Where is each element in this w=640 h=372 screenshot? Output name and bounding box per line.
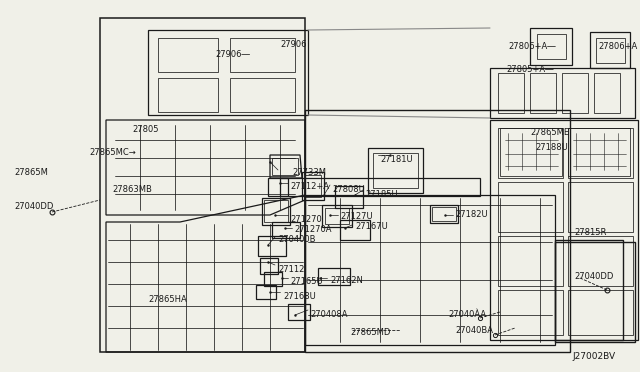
Text: 27188U: 27188U bbox=[535, 143, 568, 152]
Text: 27165U: 27165U bbox=[290, 277, 323, 286]
Text: 27040DD: 27040DD bbox=[574, 272, 613, 281]
Text: 27865M: 27865M bbox=[14, 168, 48, 177]
Text: 27906―: 27906― bbox=[215, 50, 250, 59]
Bar bbox=[272, 158, 298, 175]
Bar bbox=[258, 236, 286, 256]
Text: 27906: 27906 bbox=[280, 40, 307, 49]
Bar bbox=[555, 240, 623, 340]
Text: 27865ME: 27865ME bbox=[530, 128, 569, 137]
Text: 27805: 27805 bbox=[132, 125, 159, 134]
Text: 27865HA: 27865HA bbox=[148, 295, 187, 304]
Bar bbox=[335, 186, 363, 208]
Text: 27808U: 27808U bbox=[332, 185, 365, 194]
Text: 27040ÀA: 27040ÀA bbox=[448, 310, 486, 319]
Text: 27806+A: 27806+A bbox=[598, 42, 637, 51]
Bar bbox=[498, 128, 563, 178]
Bar bbox=[500, 128, 562, 176]
Text: J27002BV: J27002BV bbox=[572, 352, 615, 361]
Text: 27040DD: 27040DD bbox=[14, 202, 53, 211]
Text: 27815R: 27815R bbox=[574, 228, 606, 237]
Text: 27127U: 27127U bbox=[340, 212, 372, 221]
Text: 27733M: 27733M bbox=[292, 168, 326, 177]
Text: 27182U: 27182U bbox=[455, 210, 488, 219]
Bar bbox=[264, 200, 288, 222]
Bar bbox=[100, 18, 305, 352]
Bar bbox=[288, 304, 310, 320]
Text: 27112+A: 27112+A bbox=[290, 182, 329, 191]
Bar bbox=[268, 178, 288, 196]
Bar bbox=[498, 236, 563, 286]
Bar bbox=[368, 148, 423, 193]
Text: 270400B: 270400B bbox=[278, 235, 316, 244]
Bar bbox=[568, 290, 633, 335]
Bar bbox=[260, 258, 278, 274]
Text: 271270: 271270 bbox=[290, 215, 322, 224]
Bar bbox=[302, 172, 324, 200]
Text: 27040BA: 27040BA bbox=[455, 326, 493, 335]
Bar bbox=[305, 175, 321, 197]
Bar bbox=[256, 285, 276, 299]
Bar bbox=[498, 290, 563, 335]
Text: 27863MB: 27863MB bbox=[112, 185, 152, 194]
Text: 27806+A―: 27806+A― bbox=[508, 42, 556, 51]
Bar bbox=[568, 236, 633, 286]
Bar bbox=[340, 220, 370, 240]
Bar bbox=[568, 182, 633, 232]
Text: 27167U: 27167U bbox=[355, 222, 388, 231]
Bar bbox=[325, 208, 349, 224]
Text: 27865MC→: 27865MC→ bbox=[89, 148, 136, 157]
Text: 27181U: 27181U bbox=[380, 155, 413, 164]
Text: 27112: 27112 bbox=[278, 265, 305, 274]
Bar bbox=[568, 128, 633, 178]
Bar bbox=[498, 182, 563, 232]
Bar bbox=[432, 207, 456, 221]
Bar bbox=[555, 242, 635, 342]
Text: 27865MD: 27865MD bbox=[350, 328, 390, 337]
Text: 27805+A―: 27805+A― bbox=[506, 65, 554, 74]
Text: 270408A: 270408A bbox=[310, 310, 348, 319]
Bar bbox=[373, 153, 418, 188]
Bar bbox=[430, 205, 458, 223]
Text: 27162N: 27162N bbox=[330, 276, 363, 285]
Text: 27185U: 27185U bbox=[365, 190, 397, 199]
Bar bbox=[322, 205, 352, 227]
Bar bbox=[305, 110, 570, 352]
Bar bbox=[568, 128, 630, 176]
Bar bbox=[280, 178, 480, 196]
Bar bbox=[264, 272, 282, 286]
Text: 27168U: 27168U bbox=[283, 292, 316, 301]
Text: 271270A: 271270A bbox=[294, 225, 332, 234]
